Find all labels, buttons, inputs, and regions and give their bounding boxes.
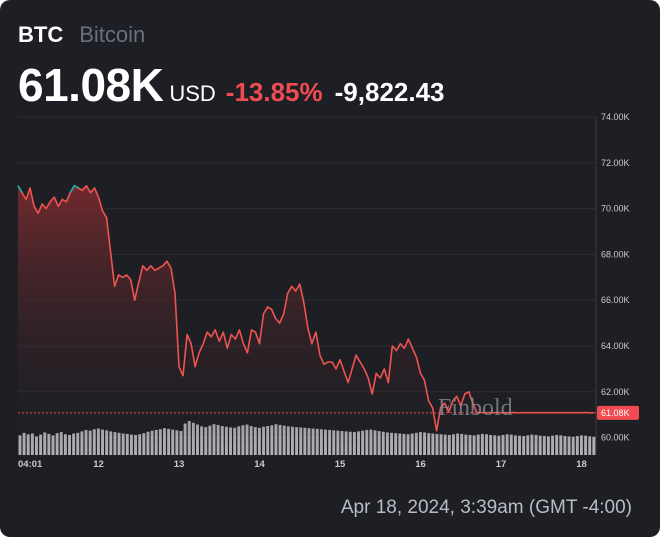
volume-bar [592, 436, 596, 455]
change-percent: -13.85% [225, 77, 323, 107]
x-tick-label: 04:01 [18, 459, 43, 470]
price-line-segment [17, 184, 100, 214]
last-price-tag: 61.08K [597, 405, 639, 420]
ticker-symbol: BTC [18, 22, 64, 47]
x-tick-label: 13 [174, 459, 185, 470]
currency-label: USD [169, 81, 216, 106]
x-tick-label: 16 [415, 459, 426, 470]
price-header: 61.08K USD -13.85% -9,822.43 [18, 58, 445, 112]
ticker-header: BTC Bitcoin [18, 22, 145, 52]
y-axis: 74.00K 72.00K 70.00K 68.00K 66.00K 64.00K 62.0… [601, 112, 630, 443]
x-tick-label: 15 [335, 459, 346, 470]
y-tick-label: 74.00K [601, 112, 630, 122]
asset-name: Bitcoin [79, 22, 146, 47]
last-price-tag-label: 61.08K [601, 408, 630, 418]
y-tick-label: 62.00K [601, 387, 630, 397]
watermark: Finbold [438, 395, 513, 421]
x-axis: 04:01 12 13 14 15 16 17 18 [18, 459, 587, 470]
y-tick-label: 70.00K [601, 204, 630, 214]
x-tick-label: 12 [93, 459, 104, 470]
price-line-up-segment [17, 185, 23, 194]
y-tick-label: 68.00K [601, 249, 630, 259]
price-chart: 74.00K 72.00K 70.00K 68.00K 66.00K 64.00K 62.0… [17, 112, 639, 470]
price-area-fill [18, 185, 594, 455]
price-line-up-segment [69, 184, 79, 194]
x-tick-label: 17 [496, 459, 507, 470]
y-tick-label: 66.00K [601, 295, 630, 305]
y-tick-label: 60.00K [601, 433, 630, 443]
y-tick-label: 64.00K [601, 341, 630, 351]
y-tick-label: 72.00K [601, 158, 630, 168]
last-price-tag-bg [597, 405, 639, 420]
timestamp: Apr 18, 2024, 3:39am (GMT -4:00) [340, 497, 632, 518]
x-tick-label: 14 [254, 459, 265, 470]
change-absolute: -9,822.43 [334, 77, 445, 107]
current-price: 61.08K [18, 59, 164, 111]
x-tick-label: 18 [576, 459, 587, 470]
